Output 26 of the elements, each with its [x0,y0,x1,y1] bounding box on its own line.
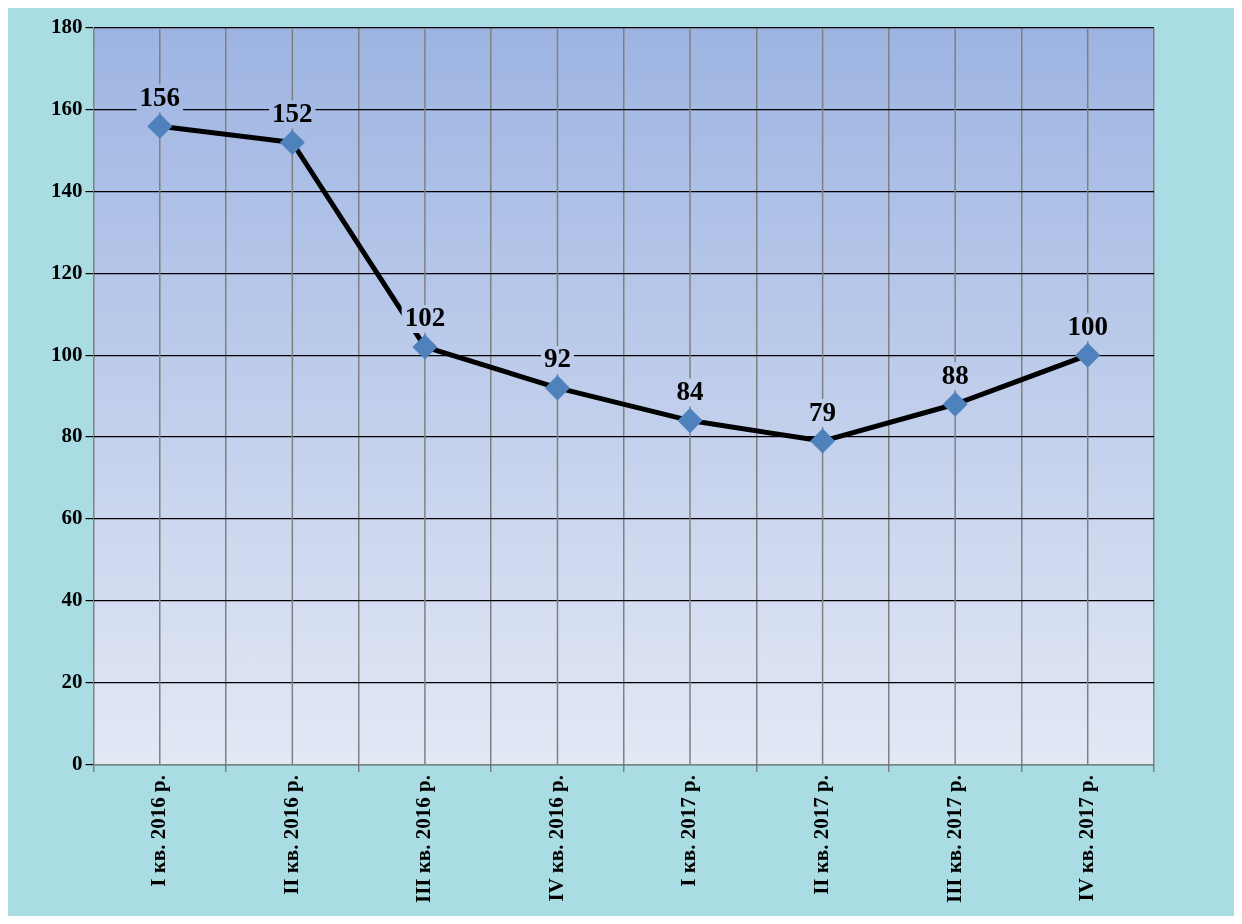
x-tick-label: I кв. 2017 р. [676,775,701,887]
data-label: 102 [404,302,446,333]
x-tick-label: IV кв. 2017 р. [1074,775,1099,902]
x-tick-label: III кв. 2016 р. [411,775,436,903]
data-label: 152 [272,97,313,128]
data-label: 84 [676,376,704,407]
y-tick-label: 120 [51,259,83,284]
data-label: 156 [139,81,181,112]
y-tick-label: 180 [51,14,83,39]
y-tick-label: 60 [61,505,83,530]
x-tick-label: I кв. 2016 р. [146,775,171,887]
y-tick-label: 160 [51,96,83,121]
y-tick-label: 20 [61,668,83,693]
x-tick-label: II кв. 2016 р. [278,775,303,895]
data-label: 79 [809,396,837,427]
data-label: 100 [1067,310,1108,341]
y-tick-label: 0 [72,750,83,775]
y-tick-label: 40 [61,586,83,611]
x-tick-label: IV кв. 2016 р. [543,775,568,902]
y-tick-label: 140 [51,178,83,202]
x-tick-label: II кв. 2017 р. [809,775,834,895]
y-tick-label: 100 [51,341,83,366]
y-tick-label: 80 [61,423,83,448]
x-tick-label: III кв. 2017 р. [941,775,966,903]
data-label: 88 [941,359,969,390]
data-label: 92 [543,343,571,374]
